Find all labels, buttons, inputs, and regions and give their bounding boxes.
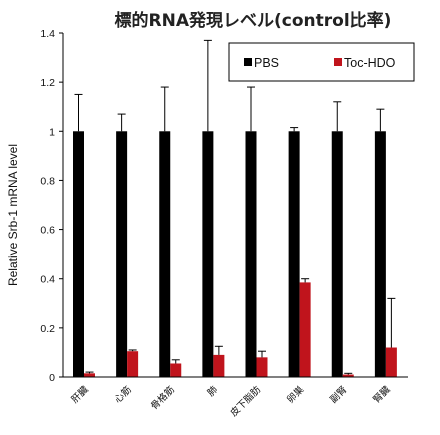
bar-toc-hdo (299, 282, 311, 377)
bar-toc-hdo (256, 357, 268, 377)
bar-pbs (159, 131, 171, 377)
bars (73, 131, 397, 377)
x-tick-label: 副腎 (328, 384, 350, 406)
y-tick-label: 1.2 (40, 77, 55, 89)
bar-pbs (73, 131, 84, 377)
bar-pbs (202, 131, 214, 377)
y-tick-label: 0.8 (40, 175, 55, 187)
legend: PBS Toc-HDO (228, 42, 415, 82)
y-tick-label: 0.2 (40, 323, 55, 335)
bar-toc-hdo (385, 347, 397, 377)
x-tick-label: 骨格筋 (148, 384, 177, 413)
bar-pbs (245, 131, 257, 377)
x-tick-label: 卵巣 (284, 383, 306, 405)
y-tick-label: 0.6 (40, 225, 55, 237)
bar-toc-hdo (127, 351, 139, 377)
bar-pbs (331, 131, 343, 377)
legend-label-pbs: PBS (254, 56, 279, 70)
x-axis-labels: 肝臓 心筋 骨格筋 肺皮下脂肪 卵巣 副腎 腎臓 (69, 383, 392, 419)
y-tick-label: 0.4 (40, 274, 55, 286)
y-tick-label: 1 (49, 126, 55, 138)
bar-toc-hdo (342, 374, 354, 377)
legend-box (228, 42, 415, 82)
bar-pbs (374, 131, 386, 377)
chart-title: 標的RNA発現レベル(control比率) (115, 10, 392, 31)
y-axis-label: Relative Srb-1 mRNA level (6, 144, 20, 286)
legend-label-toc-hdo: Toc-HDO (344, 56, 396, 70)
bar-pbs (116, 131, 128, 377)
x-tick-label: 心筋 (112, 384, 134, 406)
bar-pbs (288, 131, 300, 377)
x-tick-label: 肝臓 (69, 384, 91, 406)
x-tick-label: 肺 (206, 384, 221, 399)
error-bars (74, 39, 396, 375)
bar-toc-hdo (84, 373, 95, 377)
legend-swatch-pbs (244, 58, 252, 66)
y-tick-label: 0 (49, 372, 55, 384)
x-tick-label: 腎臓 (371, 384, 393, 406)
bar-toc-hdo (170, 363, 182, 377)
bar-toc-hdo (213, 354, 225, 377)
x-tick-label: 皮下脂肪 (228, 383, 264, 419)
legend-swatch-toc-hdo (334, 58, 342, 66)
y-axis-ticks: 0 0.2 0.4 0.6 0.8 1 1.2 1.4 (40, 28, 63, 384)
y-tick-label: 1.4 (40, 28, 55, 40)
